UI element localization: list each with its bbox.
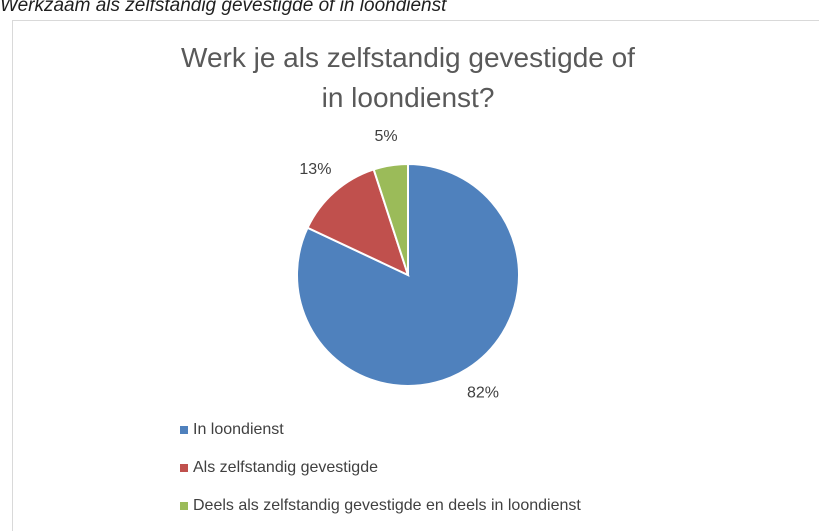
- legend-label: Als zelfstandig gevestigde: [193, 459, 378, 476]
- title-line: in loondienst?: [322, 82, 495, 113]
- legend-label: Deels als zelfstandig gevestigde en deel…: [193, 497, 581, 514]
- legend-swatch: [180, 464, 188, 472]
- pie-slice: [372, 162, 409, 276]
- title-line: Werk je als zelfstandig gevestigde of: [181, 42, 635, 73]
- caption: Werkzaam als zelfstandig gevestigde of i…: [0, 0, 447, 16]
- legend-label: In loondienst: [193, 421, 284, 438]
- legend-swatch: [180, 502, 188, 510]
- pie-slice: [306, 168, 410, 277]
- data-label: 5%: [375, 128, 398, 145]
- data-label: 82%: [467, 384, 499, 401]
- legend-swatch: [180, 426, 188, 434]
- data-label: 13%: [299, 161, 331, 178]
- chart-title: Werk je als zelfstandig gevestigde of in …: [181, 42, 635, 113]
